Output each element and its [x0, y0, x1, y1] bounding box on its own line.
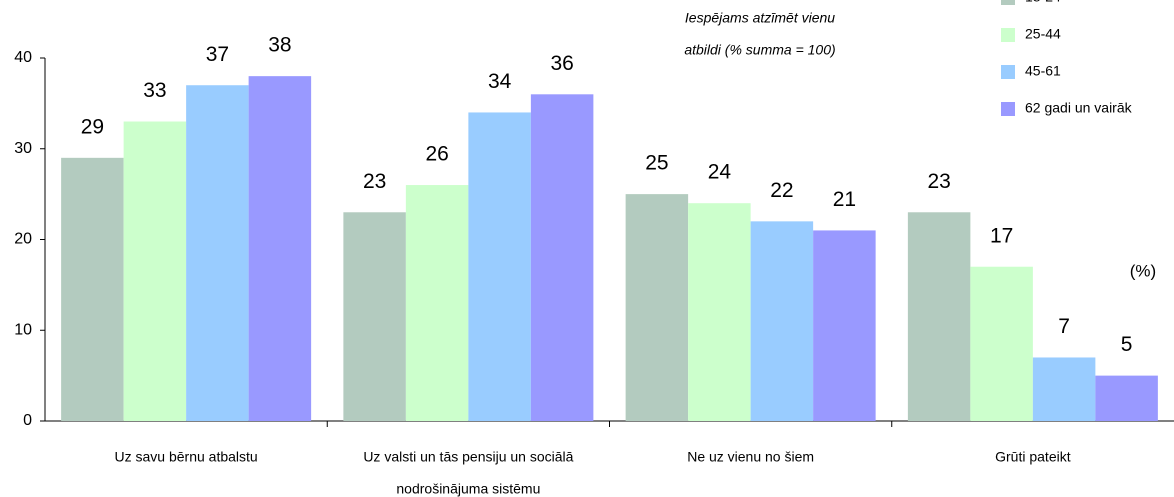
bar	[530, 94, 594, 422]
x-tick-label: Uz valsti un tās pensiju un sociālā	[363, 449, 573, 465]
data-label: 5	[1121, 333, 1133, 356]
data-label: 7	[1058, 315, 1070, 338]
bar	[813, 230, 876, 421]
bar	[907, 212, 971, 421]
legend-swatch	[1001, 102, 1015, 116]
data-label: 34	[488, 70, 512, 93]
bar	[1032, 357, 1096, 421]
y-tick-label: 0	[23, 412, 32, 429]
data-label: 24	[708, 161, 732, 184]
bar	[123, 121, 187, 422]
legend-label: 45-61	[1025, 63, 1061, 79]
bar	[625, 194, 689, 421]
bar	[1095, 375, 1158, 421]
x-tick-label: Ne uz vienu no šiem	[687, 449, 814, 465]
y-tick-label: 30	[14, 140, 32, 157]
data-label: 38	[268, 34, 291, 57]
legend-label: 18-24	[1025, 0, 1061, 5]
data-label: 21	[833, 188, 856, 211]
legend-swatch	[1001, 0, 1015, 5]
data-label: 25	[645, 152, 668, 175]
data-label: 17	[990, 224, 1013, 247]
legend-label: 62 gadi un vairāk	[1025, 100, 1133, 116]
bar	[750, 221, 814, 421]
note: Iespējams atzīmēt vienu	[685, 10, 835, 26]
data-label: 36	[550, 52, 573, 75]
unit-note: (%)	[1130, 261, 1156, 280]
x-tick-label: nodrošinājuma sistēmu	[396, 481, 540, 497]
x-tick-label: Grūti pateikt	[995, 449, 1071, 465]
bar	[343, 212, 406, 421]
legend-swatch	[1001, 65, 1015, 79]
bar	[688, 203, 751, 421]
bar	[61, 157, 124, 421]
data-label: 23	[927, 170, 950, 193]
bar	[970, 266, 1033, 421]
x-tick-label: Uz savu bērnu atbalstu	[115, 449, 258, 465]
data-label: 37	[206, 43, 229, 66]
bar	[248, 76, 312, 422]
bar	[468, 112, 531, 421]
legend-label: 25-44	[1025, 26, 1061, 42]
data-label: 23	[363, 170, 386, 193]
note: atbildi (% summa = 100)	[684, 42, 835, 58]
data-label: 26	[425, 143, 448, 166]
data-label: 22	[770, 179, 793, 202]
data-label: 29	[81, 115, 104, 138]
y-tick-label: 20	[14, 231, 32, 248]
bar	[186, 85, 249, 421]
data-label: 33	[143, 79, 166, 102]
bar	[405, 185, 469, 421]
legend-swatch	[1001, 28, 1015, 42]
y-tick-label: 10	[14, 321, 32, 338]
y-tick-label: 40	[14, 49, 32, 66]
